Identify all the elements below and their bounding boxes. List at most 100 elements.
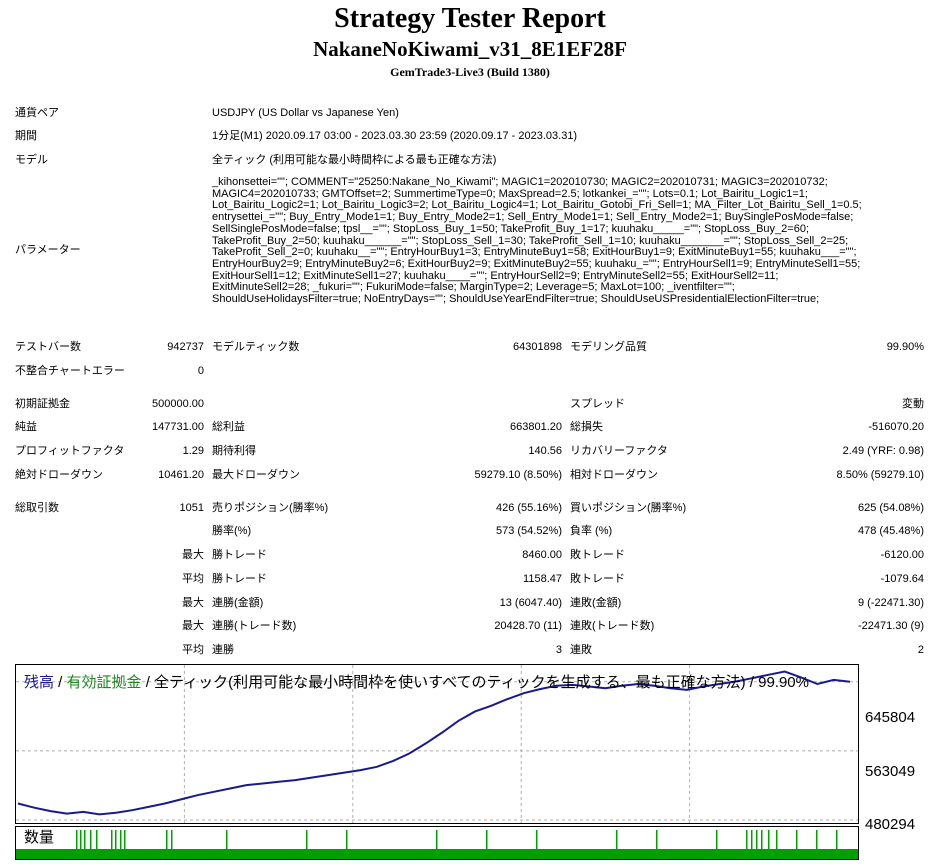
legend-balance: 残高 <box>24 674 55 691</box>
abs-drawdown-value: 10461.20 <box>158 469 204 481</box>
rel-drawdown-value: 8.50% (59279.10) <box>836 469 924 481</box>
volume-bar <box>751 830 753 849</box>
expected-payoff-label: 期待利得 <box>212 445 256 457</box>
volume-bar <box>616 830 618 849</box>
max-drawdown-label: 最大ドローダウン <box>212 469 300 481</box>
legend-separator: / <box>54 674 67 691</box>
avg-word: 平均 <box>182 644 204 656</box>
volume-bar <box>90 830 92 849</box>
max-cons-wins-label: 連勝(金額) <box>212 597 264 609</box>
volume-bar <box>816 830 818 849</box>
model-label: モデル <box>15 154 48 166</box>
loss-rate-value: 478 (45.48%) <box>857 525 924 537</box>
ticks-label: モデルティック数 <box>212 341 300 353</box>
params-line: Lot_Bairitu_Logic2=1; Lot_Bairitu_Logic3… <box>212 199 862 212</box>
params-line: ExitMinuteSell2=28; _fukuri=""; FukuriMo… <box>212 281 735 294</box>
volume-base-band <box>16 849 858 859</box>
volume-bar <box>656 830 658 849</box>
y-tick-label: 563049 <box>865 763 916 780</box>
rel-drawdown-label: 相対ドローダウン <box>570 469 658 481</box>
max-cons-loss-label: 連敗(トレード数) <box>570 620 655 632</box>
mismatch-value: 0 <box>197 365 204 377</box>
profit-factor-value: 1.29 <box>182 445 204 457</box>
report-title: Strategy Tester Report <box>334 3 606 34</box>
max-word: 最大 <box>182 597 204 609</box>
params-line: SellSinglePosMode=false; tpsl__=""; Stop… <box>212 222 810 235</box>
mismatch-label: 不整合チャートエラー <box>15 365 125 377</box>
deposit-value: 500000.00 <box>152 398 204 410</box>
volume-bar <box>756 830 758 849</box>
period-label: 期間 <box>15 130 37 142</box>
y-tick-label: 480294 <box>865 816 916 833</box>
largest-loss-label: 敗トレード <box>570 549 625 561</box>
params-line: ExitHourSell1=12; ExitMinuteSell1=27; ku… <box>212 269 779 282</box>
gross-profit-label: 総利益 <box>212 421 245 433</box>
total-trades-label: 総取引数 <box>15 502 59 514</box>
volume-label: 数量 <box>24 829 55 847</box>
params-line: EntryHourBuy2=9; EntryMinuteBuy2=6; Exit… <box>212 257 861 270</box>
long-positions-value: 625 (54.08%) <box>857 502 924 514</box>
volume-bar <box>115 830 117 849</box>
recovery-factor-label: リカバリーファクタ <box>570 445 668 457</box>
volume-bar <box>166 830 168 849</box>
total-trades-value: 1051 <box>179 502 204 514</box>
period-value: 1分足(M1) 2020.09.17 03:00 - 2023.03.30 23… <box>212 130 578 142</box>
volume-bar <box>716 830 718 849</box>
avg-loss-value: -1079.64 <box>880 573 924 585</box>
loss-rate-label: 負率 (%) <box>570 525 613 537</box>
params-line: entrysettei_=""; Buy_Entry_Mode1=1; Buy_… <box>212 211 854 224</box>
volume-bar <box>761 830 763 849</box>
largest-win-label: 勝トレード <box>212 549 267 561</box>
short-positions-value: 426 (55.16%) <box>495 502 562 514</box>
volume-bar <box>776 830 778 849</box>
y-tick-label: 645804 <box>865 709 916 726</box>
volume-bar <box>80 830 82 849</box>
max-cons-profit-value: 20428.70 (11) <box>494 620 562 632</box>
gross-loss-value: -516070.20 <box>868 421 924 433</box>
volume-bar <box>796 830 798 849</box>
volume-bar <box>306 830 308 849</box>
avg-win-label: 勝トレード <box>212 573 267 585</box>
params-line: _kihonsettei=""; COMMENT="25250:Nakane_N… <box>212 176 828 188</box>
volume-bar <box>76 830 78 849</box>
volume-bar <box>96 830 98 849</box>
deposit-label: 初期証拠金 <box>15 398 70 410</box>
expected-payoff-value: 140.56 <box>528 445 562 457</box>
volume-bar <box>111 830 113 849</box>
volume-bar <box>120 830 122 849</box>
volume-bar <box>836 830 838 849</box>
volume-bar <box>226 830 228 849</box>
largest-loss-value: -6120.00 <box>880 549 924 561</box>
net-profit-value: 147731.00 <box>152 421 204 433</box>
balance-series-line <box>17 670 851 816</box>
max-word: 最大 <box>182 549 204 561</box>
avg-cons-losses-label: 連敗 <box>570 644 592 656</box>
quality-label: モデリング品質 <box>570 341 647 353</box>
max-cons-profit-label: 連勝(トレード数) <box>212 620 297 632</box>
bars-value: 942737 <box>167 341 204 353</box>
max-cons-wins-value: 13 (6047.40) <box>499 597 562 609</box>
max-word: 最大 <box>182 620 204 632</box>
balance-chart-svg <box>16 665 858 823</box>
legend-description: / 全ティック(利用可能な最小時間枠を使いすべてのティックを生成する、最も正確な… <box>141 674 809 691</box>
win-rate-value: 573 (54.52%) <box>495 525 562 537</box>
max-cons-losses-value: 9 (-22471.30) <box>857 597 924 609</box>
volume-bar <box>536 830 538 849</box>
net-profit-label: 純益 <box>15 421 37 433</box>
max-cons-loss-value: -22471.30 (9) <box>857 620 924 632</box>
spread-value: 変動 <box>902 398 924 410</box>
server-build: GemTrade3-Live3 (Build 1380) <box>390 65 550 79</box>
chart-legend: 残高 / 有効証拠金 / 全ティック(利用可能な最小時間枠を使いすべてのティック… <box>24 673 809 693</box>
balance-chart: 残高 / 有効証拠金 / 全ティック(利用可能な最小時間枠を使いすべてのティック… <box>15 664 859 824</box>
volume-panel: 数量 <box>15 826 859 860</box>
recovery-factor-value: 2.49 (YRF: 0.98) <box>842 445 924 457</box>
params-line: TakeProfit_Buy_2=50; kuuhaku______=""; S… <box>212 234 849 247</box>
bars-label: テストバー数 <box>15 341 81 353</box>
quality-value: 99.90% <box>886 341 924 353</box>
avg-cons-losses-value: 2 <box>917 644 924 656</box>
params-text: _kihonsettei=""; COMMENT="25250:Nakane_N… <box>212 176 912 306</box>
symbol-label: 通貨ペア <box>15 107 59 119</box>
params-line: MAGIC4=202010733; GMTOffset=2; Summertim… <box>212 187 808 200</box>
volume-bar <box>486 830 488 849</box>
ea-name: NakaneNoKiwami_v31_8E1EF28F <box>313 37 627 61</box>
